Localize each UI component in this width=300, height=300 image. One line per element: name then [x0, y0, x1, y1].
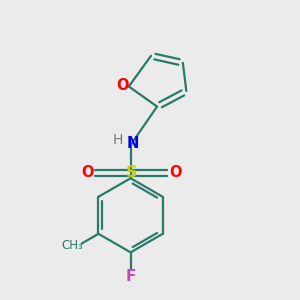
- Text: S: S: [125, 165, 137, 180]
- Text: CH₃: CH₃: [61, 239, 83, 252]
- Text: O: O: [169, 165, 181, 180]
- Text: H: H: [113, 133, 123, 147]
- Text: N: N: [126, 136, 139, 152]
- Text: O: O: [116, 78, 129, 93]
- Text: F: F: [125, 269, 136, 284]
- Text: O: O: [81, 165, 94, 180]
